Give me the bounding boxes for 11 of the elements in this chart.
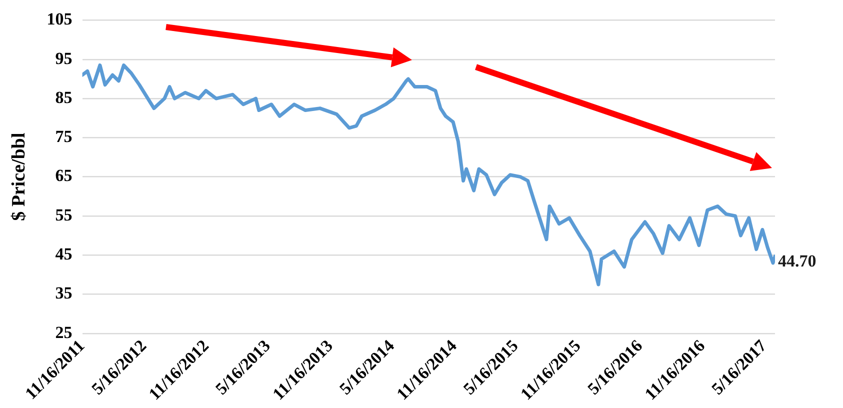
y-tick-label: 65 (55, 166, 72, 186)
y-tick-label: 75 (55, 127, 72, 146)
y-tick-label: 55 (55, 205, 72, 224)
y-tick-label: 35 (55, 284, 72, 303)
y-tick-label: 45 (55, 244, 72, 264)
y-tick-label: 95 (55, 48, 72, 68)
y-tick-label: 105 (46, 10, 72, 29)
y-axis-title: $ Price/bbl (8, 132, 30, 221)
y-tick-label: 85 (55, 88, 72, 107)
annotation: 44.70 (778, 252, 816, 271)
y-tick-label: 25 (55, 322, 72, 342)
